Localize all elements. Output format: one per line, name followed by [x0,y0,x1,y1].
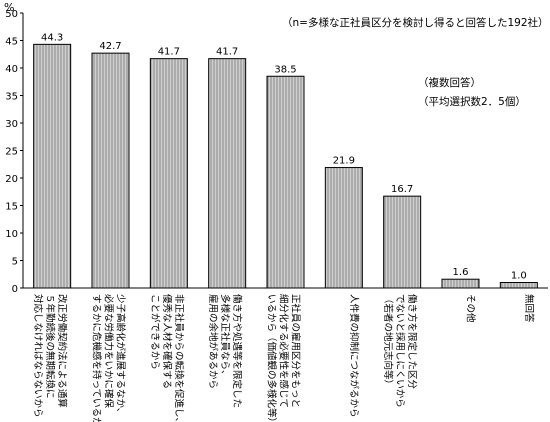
y-tick-label: 5 [12,257,18,268]
y-tick-label: 15 [5,202,18,213]
bar-value-label: 1.0 [511,271,527,282]
bars: 44.3 42.7 41.7 41.7 38.5 21.9 16.7 1.6 1.0 [33,32,538,289]
bar [91,52,130,289]
x-category-label-line: 優秀な人材を確保する [161,294,173,389]
x-category-label-line: 必要な労働力をいかに確保 [103,294,115,409]
y-tick-label: 25 [5,147,18,158]
y-tick-label: 50 [5,9,18,20]
multiple-answer-note: （複数回答） [418,76,481,89]
x-category-label-line: 働き方を限定した区分 [406,294,418,390]
x-category-label-line: 対応しなければならないから [32,294,44,418]
x-category-label-line: ５年勤続後の無期転換に [44,294,56,399]
y-tick-label: 30 [5,119,18,130]
x-category-label-line: でないと採用しにくいから [394,294,406,408]
bar [208,58,247,289]
bar [33,43,72,289]
x-category-label-line: するかに危機感を持っているから [91,294,103,422]
bar-value-label: 21.9 [333,156,355,167]
y-tick-label: 35 [5,92,18,103]
x-category-label-line: 正社員の雇用区分をもっと [290,294,302,408]
bar-value-label: 41.7 [216,47,238,58]
bar-value-label: 38.5 [274,64,296,75]
sample-size-note: （n=多様な正社員区分を検討し得ると回答した192社） [282,16,549,29]
x-category-label-line: ことができるから [149,294,161,370]
bar [383,195,422,289]
x-category-label-line: 雇用の余地があるから [207,294,219,389]
x-category-label-line: その他 [465,294,477,323]
y-tick-label: 40 [5,64,18,75]
bar-value-label: 41.7 [158,47,180,58]
bar [149,58,188,289]
y-axis-unit-label: % [4,1,14,14]
x-category-label-line: 無回答 [523,294,535,323]
x-category-label-line: 人件費の抑制につながるから [348,294,360,418]
bar-value-label: 16.7 [391,184,413,195]
bar-value-label: 44.3 [41,32,63,43]
x-category-label-line: （若者の地元志向等） [382,294,394,389]
y-tick-label: 0 [12,284,18,295]
x-category-label-line: 多様な正社員なら、 [219,294,231,380]
x-category-label-line: 改正労働契約法による通算 [56,294,68,408]
y-tick-label: 10 [5,229,18,240]
x-category-label-line: 少子高齢化が進展するなか、 [115,294,127,417]
y-tick-label: 45 [5,37,18,48]
x-category-label-line: 働き方や処遇等を限定した [231,294,243,408]
x-category-label: 人件費の抑制につながるから [348,294,360,418]
x-category-label-line: いるから（価値観の多様化等） [266,294,278,422]
bar [441,278,480,289]
bar [499,282,538,289]
bar-value-label: 42.7 [99,41,121,52]
bar [324,167,363,289]
bar-value-label: 1.6 [453,267,469,278]
x-category-label-line: 非正社員からの転換を促進し、 [173,294,185,422]
average-selection-note: （平均選択数2．5個） [418,95,526,108]
x-category-label: その他 [465,294,477,323]
x-category-label-line: 細分化する必要性を感じて [278,294,290,408]
x-category-label: 無回答 [523,294,535,323]
y-tick-label: 20 [5,174,18,185]
bar [266,75,305,289]
